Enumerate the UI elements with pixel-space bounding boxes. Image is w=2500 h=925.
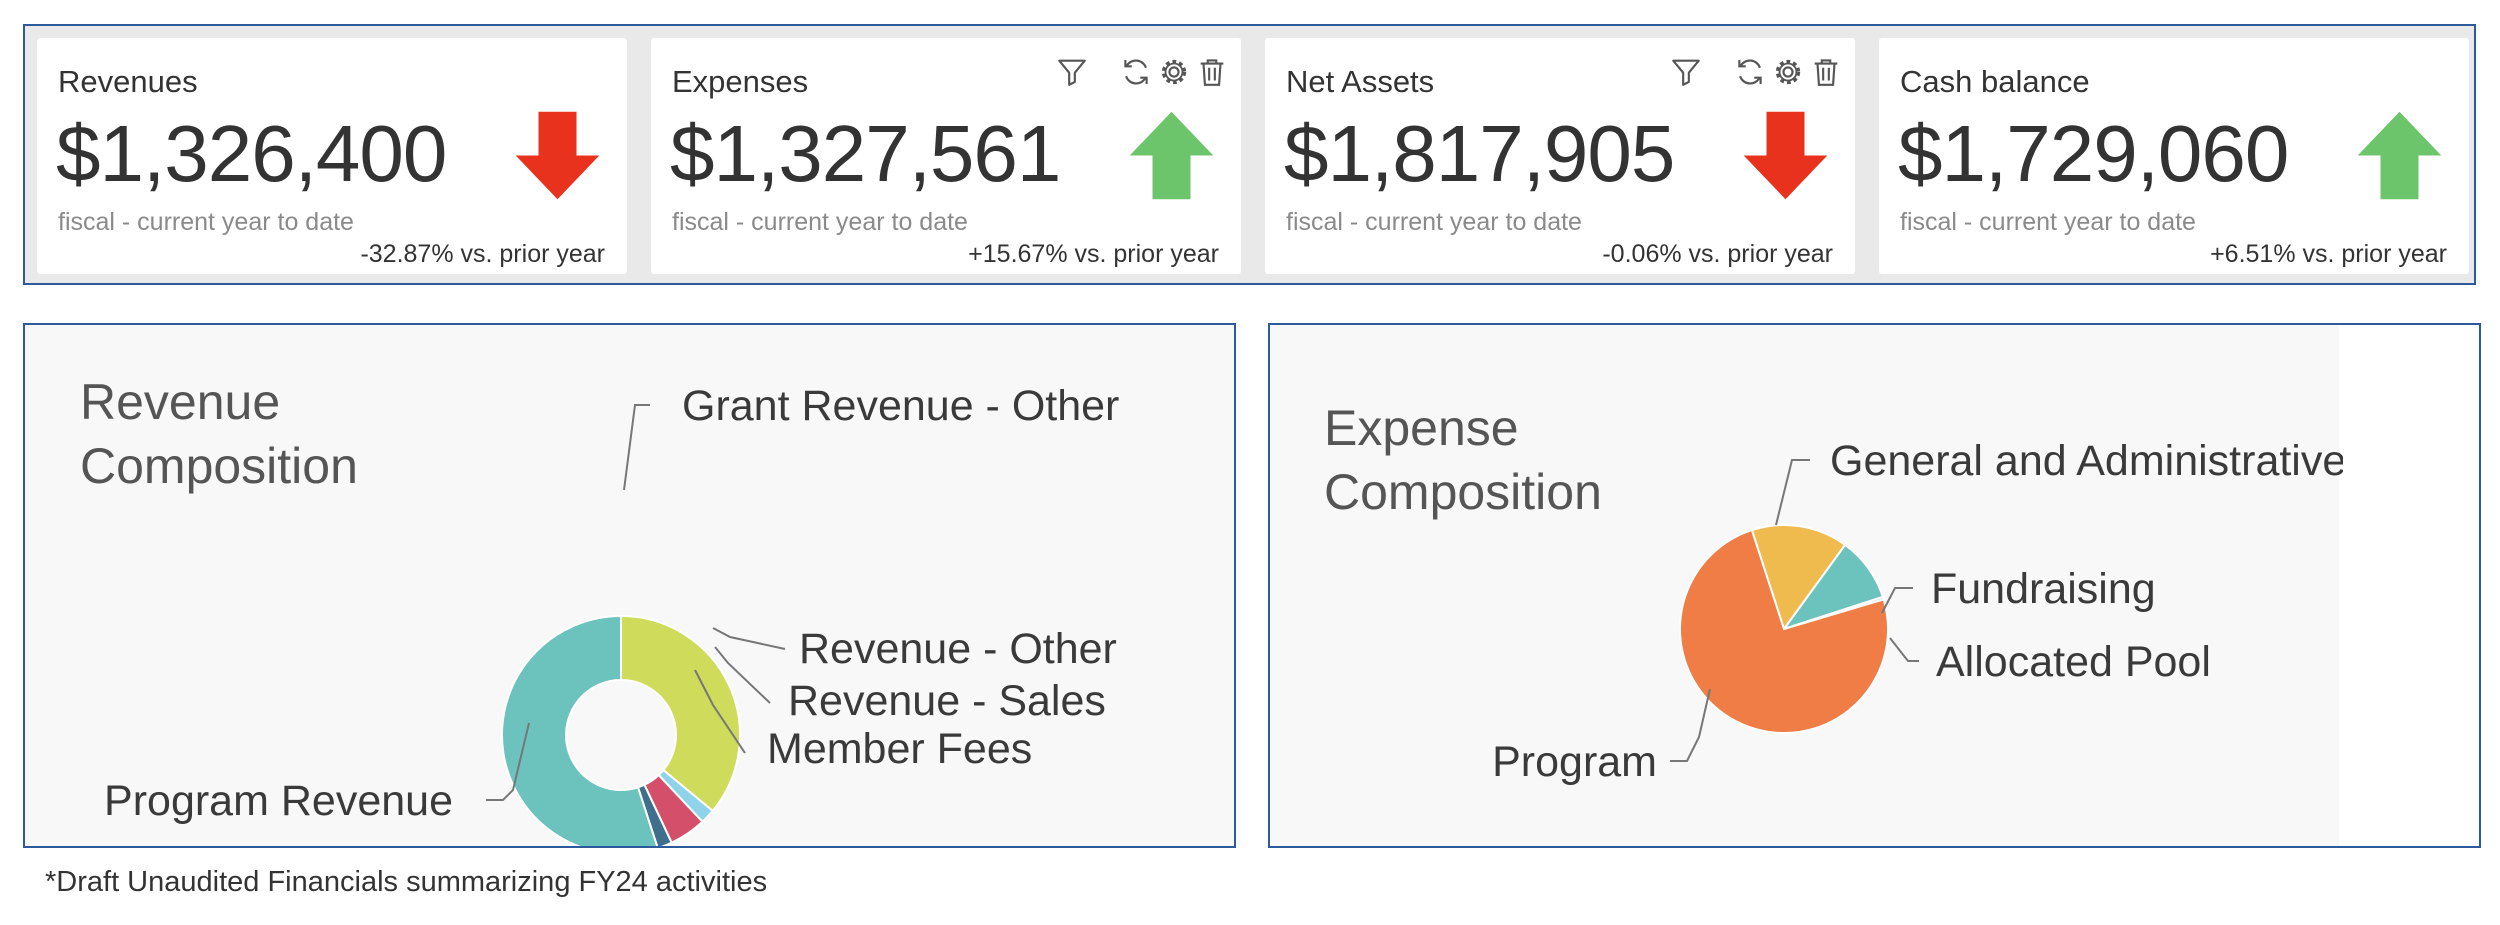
pie-slice[interactable] [501, 614, 659, 848]
slice-label: Revenue - Other [799, 625, 1117, 673]
trash-icon[interactable] [1193, 53, 1231, 91]
kpi-value: $1,327,561 [670, 109, 1061, 198]
leader-line [1889, 637, 1919, 662]
kpi-change: -0.06% vs. prior year [1602, 240, 1833, 268]
kpi-change: +6.51% vs. prior year [2210, 240, 2447, 268]
footnote: *Draft Unaudited Financials summarizing … [45, 866, 768, 898]
filter-icon[interactable] [1667, 53, 1705, 91]
leader-line [1881, 587, 1913, 614]
kpi-card-revenues[interactable]: Revenues $1,326,400 fiscal - current yea… [37, 38, 627, 274]
slice-label: Member Fees [767, 725, 1032, 773]
kpi-subtitle: fiscal - current year to date [1286, 208, 1582, 236]
leader-line [1670, 688, 1711, 762]
slice-label: General and Administrative [1830, 437, 2343, 485]
gear-icon[interactable] [1155, 53, 1193, 91]
trash-icon[interactable] [1807, 53, 1845, 91]
expense-pie-chart: General and Administrative Fundraising All… [1492, 437, 2343, 786]
leader-line [712, 627, 786, 650]
arrow-down-shape [1743, 111, 1828, 200]
expense-composition-panel: Expense Composition General and Administ… [1268, 323, 2481, 848]
arrow-up-shape [2357, 111, 2442, 200]
kpi-change: +15.67% vs. prior year [968, 240, 1219, 268]
card-toolbar [1053, 52, 1231, 92]
gear-icon[interactable] [1769, 53, 1807, 91]
slice-label: Program Revenue [104, 777, 453, 825]
kpi-change: -32.87% vs. prior year [360, 240, 605, 268]
arrow-down-icon [515, 111, 600, 200]
refresh-icon[interactable] [1731, 53, 1769, 91]
arrow-up-icon [1129, 111, 1214, 200]
refresh-icon[interactable] [1117, 53, 1155, 91]
leader-line [486, 722, 530, 801]
slice-label: Revenue - Sales [788, 677, 1106, 725]
kpi-subtitle: fiscal - current year to date [58, 208, 354, 236]
panel-title: Revenue Composition [80, 370, 358, 498]
revenue-composition-panel: Revenue Composition Grant Revenue - Othe… [23, 323, 1236, 848]
slice-label: Fundraising [1931, 565, 2156, 613]
kpi-value: $1,729,060 [1898, 109, 2289, 198]
kpi-strip: Revenues $1,326,400 fiscal - current yea… [23, 24, 2476, 285]
panel-blank-strip [2339, 325, 2479, 846]
pie-slice[interactable] [1750, 524, 1847, 632]
kpi-title: Cash balance [1900, 64, 2090, 99]
slice-label: Program [1492, 738, 1657, 786]
leader-line [714, 646, 771, 704]
panel-title-line: Composition [80, 438, 358, 494]
arrow-down-shape [515, 111, 600, 200]
kpi-card-net-assets[interactable]: Net Assets $1,817,905 fiscal - current y… [1265, 38, 1855, 274]
card-toolbar [1667, 52, 1845, 92]
kpi-value: $1,326,400 [56, 109, 447, 198]
pie-slice[interactable] [620, 614, 741, 813]
arrow-up-shape [1129, 111, 1214, 200]
panel-title-line: Composition [1324, 464, 1602, 520]
slice-label: Allocated Pool [1936, 638, 2211, 686]
leader-line [623, 404, 650, 491]
kpi-card-cash-balance[interactable]: Cash balance $1,729,060 fiscal - current… [1879, 38, 2469, 274]
leader-line [694, 669, 746, 754]
kpi-title: Revenues [58, 64, 198, 99]
pie-slice[interactable] [1679, 528, 1889, 734]
arrow-up-icon [2357, 111, 2442, 200]
filter-icon[interactable] [1053, 53, 1091, 91]
kpi-card-expenses[interactable]: Expenses $1,327,561 fiscal - current yea… [651, 38, 1241, 274]
kpi-title: Expenses [672, 64, 809, 99]
slice-label: Grant Revenue - Other [682, 382, 1119, 430]
kpi-value: $1,817,905 [1284, 109, 1675, 198]
kpi-subtitle: fiscal - current year to date [1900, 208, 2196, 236]
panel-title: Expense Composition [1324, 396, 1602, 524]
arrow-down-icon [1743, 111, 1828, 200]
revenue-donut-chart: Grant Revenue - Other Revenue - OtherReve… [104, 382, 1119, 848]
kpi-title: Net Assets [1286, 64, 1435, 99]
kpi-subtitle: fiscal - current year to date [672, 208, 968, 236]
panel-title-line: Expense [1324, 400, 1519, 456]
panel-title-line: Revenue [80, 374, 281, 430]
leader-line [1775, 459, 1810, 526]
